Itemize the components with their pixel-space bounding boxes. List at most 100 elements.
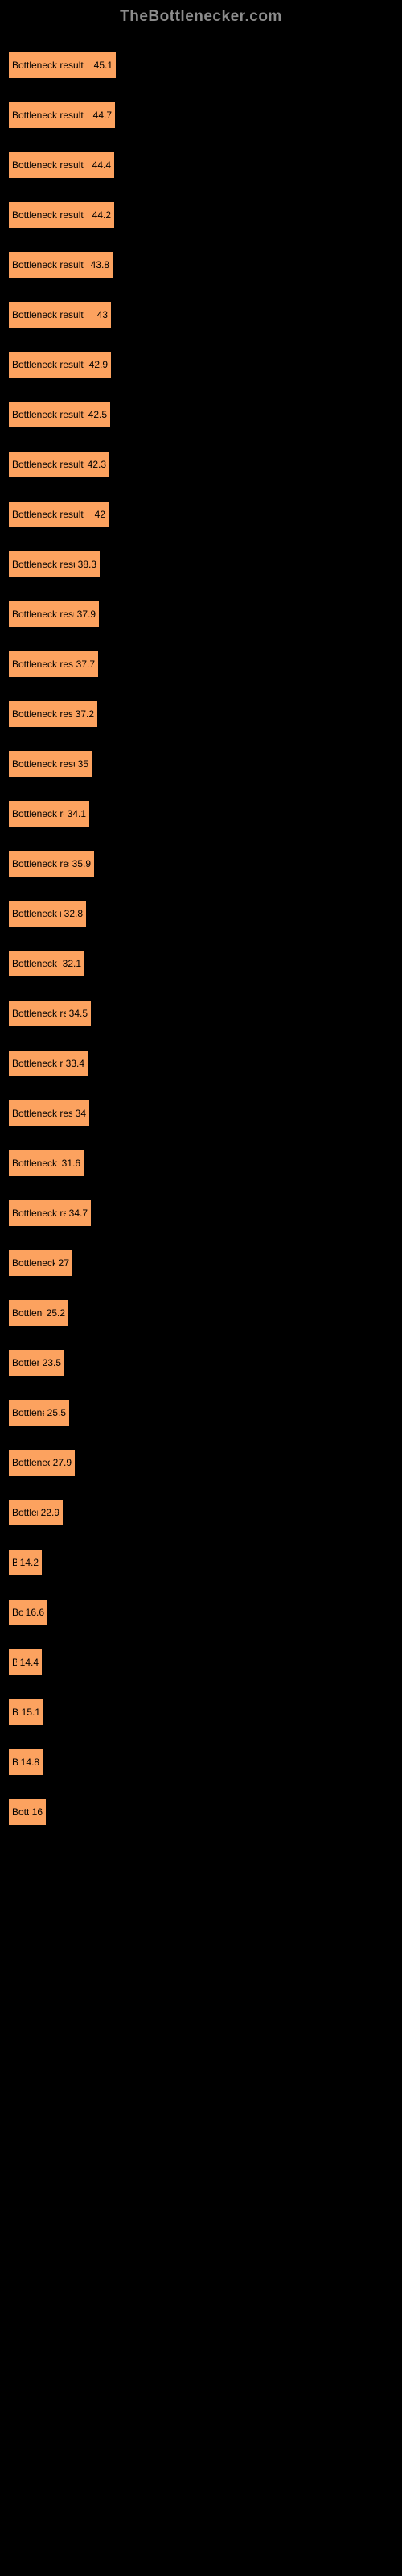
row-label: NVIDIA GeForce RTX 2060 SUPER [8, 486, 394, 497]
chart-row: NVIDIA GeForce RTX 3060Bottleneck result… [8, 436, 394, 478]
bar-inner-label: Bottleneck result [9, 858, 69, 869]
chart-row: AMD Radeon RX 5500 XTBottleneck result22… [8, 1484, 394, 1526]
bar-track: Bottleneck result14.8 [8, 1748, 394, 1776]
bar-inner-label: Bottleneck result [9, 1507, 38, 1518]
bar: Bottleneck result25.5 [8, 1399, 70, 1426]
bar-inner-label: Bottleneck result [9, 1757, 18, 1768]
row-label: NVIDIA GeForce GTX 1060 [8, 1285, 394, 1296]
bar-value: 16.6 [23, 1607, 47, 1618]
bar-inner-label: Bottleneck result [9, 509, 92, 520]
row-label: NVIDIA GeForce GTX 970 [8, 1385, 394, 1396]
bar-value: 42.9 [86, 359, 111, 370]
bar: Bottleneck result43 [8, 301, 112, 328]
row-label: NVIDIA GeForce GTX 1070 [8, 736, 394, 747]
chart-row: AMD Radeon RX 5700 XTBottleneck result42… [8, 386, 394, 428]
chart-row: NVIDIA GeForce GTX 1080 TiBottleneck res… [8, 37, 394, 79]
bar-track: Bottleneck result32.8 [8, 900, 394, 927]
bar-inner-label: Bottleneck result [9, 1457, 50, 1468]
chart-row: AMD Radeon RX Vega 56Bottleneck result34… [8, 786, 394, 828]
bar: Bottleneck result14.4 [8, 1649, 43, 1676]
bar-value: 43 [94, 309, 111, 320]
row-label: NVIDIA GeForce RTX 2070 [8, 336, 394, 348]
chart-row: NVIDIA GeForce GTX 1070Bottleneck result… [8, 736, 394, 778]
chart-row: NVIDIA TITAN Xp Bottleneck result44.4 [8, 137, 394, 179]
bar-value: 37.7 [73, 658, 98, 670]
bar-inner-label: Bottleneck result [9, 1407, 44, 1418]
bar-value: 25.5 [44, 1407, 69, 1418]
chart-row: NVIDIA GeForce GTX 980 Ti Bottleneck resu… [8, 836, 394, 877]
bar-inner-label: Bottleneck result [9, 559, 75, 570]
bar: Bottleneck result34 [8, 1100, 90, 1127]
bar-inner-label: Bottleneck result [9, 60, 91, 71]
chart-row: AMD Radeon R9 Fury XBottleneck result31.… [8, 1135, 394, 1177]
bar-value: 44.7 [90, 109, 115, 121]
bar-value: 43.8 [88, 259, 113, 270]
chart-row: AMD Radeon R9 390Bottleneck result14.2 [8, 1534, 394, 1576]
row-label: NVIDIA GeForce GTX 780 [8, 1684, 394, 1695]
bar: Bottleneck result32.8 [8, 900, 87, 927]
chart-row: NVIDIA GeForce GTX 1080Bottleneck result… [8, 287, 394, 328]
bar-track: Bottleneck result25.2 [8, 1299, 394, 1327]
bar-value: 42.3 [84, 459, 109, 470]
bar: Bottleneck result37.7 [8, 650, 99, 678]
watermark-text: TheBottlenecker.com [8, 8, 394, 26]
bar-inner-label: Bottleneck result [9, 259, 88, 270]
bar: Bottleneck result34.7 [8, 1199, 92, 1227]
bar-value: 14.2 [17, 1557, 42, 1568]
bar-value: 44.4 [89, 159, 114, 171]
row-label: NVIDIA GeForce GTX 980 Ti [8, 836, 394, 847]
bar-track: Bottleneck result37.2 [8, 700, 394, 728]
chart-row: NVIDIA GeForce GTX 1060 Bottleneck result… [8, 1285, 394, 1327]
bar-track: Bottleneck result43 [8, 301, 394, 328]
row-label: AMD Radeon RX 5600 XT [8, 1035, 394, 1046]
chart-row: NVIDIA GeForce GTX 980Bottleneck result3… [8, 1185, 394, 1227]
chart-row: NVIDIA GeForce RTX 2070Bottleneck result… [8, 336, 394, 378]
bar: Bottleneck result14.8 [8, 1748, 43, 1776]
row-label: NVIDIA GeForce RTX 3050 [8, 985, 394, 997]
bar-track: Bottleneck result14.4 [8, 1649, 394, 1676]
bar-inner-label: Bottleneck result [9, 1008, 66, 1019]
row-label: NVIDIA TITAN Xp [8, 137, 394, 148]
bar: Bottleneck result45.1 [8, 52, 117, 79]
bar-value: 45.1 [91, 60, 116, 71]
chart-row: NVIDIA GeForce RTX 3050 Bottleneck result… [8, 985, 394, 1027]
row-label: AMD Radeon RX 5700 [8, 586, 394, 597]
bar: Bottleneck result16.6 [8, 1599, 48, 1626]
chart-row: NVIDIA GeForce GTX 1660Bottleneck result… [8, 1085, 394, 1127]
bar-value: 37.2 [72, 708, 97, 720]
bar-inner-label: Bottleneck result [9, 1357, 39, 1368]
bar: Bottleneck result34.5 [8, 1000, 92, 1027]
bar-value: 42.5 [85, 409, 110, 420]
row-label: NVIDIA GeForce RTX 3060 [8, 436, 394, 448]
bar-inner-label: Bottleneck result [9, 409, 85, 420]
bar-value: 33.4 [63, 1058, 88, 1069]
bar-value: 16 [29, 1806, 46, 1818]
row-label: NVIDIA GeForce GTX 1070 Ti [8, 536, 394, 547]
chart-row: AMD Radeon RX 590Bottleneck result27 [8, 1235, 394, 1277]
row-label: NVIDIA RTX A4000 [8, 187, 394, 198]
row-label: NVIDIA GeForce RTX 2060 [8, 636, 394, 647]
chart-row: NVIDIA GeForce GTX 1660 SUPER Bottleneck … [8, 935, 394, 977]
row-label: NVIDIA GeForce GTX 1650 [8, 1584, 394, 1596]
row-label: NVIDIA GeForce GTX 1660 SUPER [8, 935, 394, 947]
bar-track: Bottleneck result44.7 [8, 101, 394, 129]
bar: Bottleneck result44.4 [8, 151, 115, 179]
bar: Bottleneck result37.2 [8, 700, 98, 728]
bar: Bottleneck result44.7 [8, 101, 116, 129]
bar-track: Bottleneck result42 [8, 501, 394, 528]
bar-value: 22.9 [38, 1507, 63, 1518]
bar-inner-label: Bottleneck result [9, 1257, 55, 1269]
chart-row: AMD Radeon RX 570Bottleneck result14.4 [8, 1634, 394, 1676]
row-label: AMD Radeon RX 590 [8, 1235, 394, 1246]
row-label: AMD Radeon RX 480 [8, 1734, 394, 1745]
bar-inner-label: Bottleneck result [9, 958, 59, 969]
chart-row: NVIDIA GeForce RTX 2060 Bottleneck result… [8, 636, 394, 678]
bottleneck-bar-chart: NVIDIA GeForce GTX 1080 TiBottleneck res… [8, 37, 394, 1826]
bar-track: Bottleneck result34.5 [8, 1000, 394, 1027]
row-label: AMD Radeon RX Vega 56 [8, 786, 394, 797]
chart-row: NVIDIA GeForce GTX 970 Bottleneck result2… [8, 1385, 394, 1426]
bar-track: Bottleneck result14.2 [8, 1549, 394, 1576]
bar-value: 14.8 [18, 1757, 43, 1768]
bar-track: Bottleneck result34 [8, 1100, 394, 1127]
bar: Bottleneck result43.8 [8, 251, 113, 279]
